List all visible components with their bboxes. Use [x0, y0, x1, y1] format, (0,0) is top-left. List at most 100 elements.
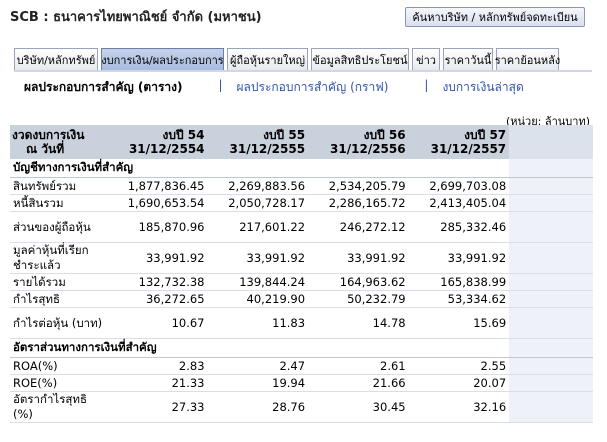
row-value: 2,286,165.72: [308, 194, 409, 212]
table-row: สินทรัพย์รวม 1,877,836.45 2,269,883.56 2,53…: [10, 177, 593, 195]
row-value: 50,232.79: [308, 290, 409, 308]
row-value: 10.67: [106, 307, 208, 339]
header-date: 31/12/2556: [330, 142, 406, 156]
section-ratios: อัตราส่วนทางการเงินที่สำคัญ: [10, 338, 593, 358]
row-value: 2.83: [106, 357, 208, 375]
row-value: 2,050,728.17: [207, 194, 309, 212]
table-row: ROA(%) 2.83 2.47 2.61 2.55: [10, 357, 593, 375]
blank-cell: [509, 273, 593, 291]
header-year: งบปี 54: [162, 128, 205, 142]
header-year: งบปี 57: [464, 128, 507, 142]
row-value: 33,991.92: [408, 242, 510, 274]
row-value: 2,699,703.08: [408, 177, 510, 195]
row-value: 2.61: [308, 357, 409, 375]
row-value: 2,413,405.04: [408, 194, 510, 212]
subnav-separator: |: [424, 78, 429, 92]
row-value: 19.94: [207, 374, 309, 392]
blank-cell: [509, 242, 593, 274]
table-row: ROE(%) 21.33 19.94 21.66 20.07: [10, 374, 593, 392]
row-value: 139,844.24: [207, 273, 309, 291]
sub-navigation: ผลประกอบการสำคัญ (ตาราง) | ผลประกอบการสำ…: [24, 78, 524, 97]
tab-7[interactable]: ราคาย้อนหลัง: [495, 48, 560, 70]
header-blank-col: [509, 125, 593, 159]
row-value: 2,269,883.56: [207, 177, 309, 195]
tab-bar: บริษัท/หลักทรัพย์ งบการเงิน/ผลประกอบการ ผู…: [14, 48, 562, 70]
table-row: อัตรากำไรสุทธิ (%) 27.33 28.76 30.45 32.16: [10, 391, 593, 423]
row-value: 27.33: [106, 391, 208, 423]
row-value: 28.76: [207, 391, 309, 423]
row-value: 40,219.90: [207, 290, 309, 308]
subnav-graph-link[interactable]: ผลประกอบการสำคัญ (กราฟ): [236, 80, 389, 94]
row-value: 21.66: [308, 374, 409, 392]
row-value: 53,334.62: [408, 290, 510, 308]
header-date: 31/12/2555: [229, 142, 306, 156]
header-col-54: งบปี 54 31/12/2554: [106, 125, 208, 159]
row-value: 30.45: [308, 391, 409, 423]
section-title: อัตราส่วนทางการเงินที่สำคัญ: [10, 338, 510, 358]
table-row: มูลค่าหุ้นที่เรียกชำระแล้ว 33,991.92 33,99…: [10, 242, 593, 274]
blank-cell: [509, 211, 593, 243]
header-year: งบปี 55: [263, 128, 306, 142]
row-label: ROE(%): [10, 374, 107, 392]
table-row: กำไรสุทธิ 36,272.65 40,219.90 50,232.79 53,3…: [10, 290, 593, 308]
tab-1[interactable]: บริษัท/หลักทรัพย์: [14, 48, 98, 70]
table-row: รายได้รวม 132,732.38 139,844.24 164,963.62 1…: [10, 273, 593, 291]
blank-cell: [509, 374, 593, 392]
row-value: 246,272.12: [308, 211, 409, 243]
subnav-latest-link[interactable]: งบการเงินล่าสุด: [442, 80, 524, 94]
row-label: ส่วนของผู้ถือหุ้น: [10, 211, 107, 243]
subnav-table-current: ผลประกอบการสำคัญ (ตาราง): [24, 80, 183, 94]
row-value: 20.07: [408, 374, 510, 392]
financial-table: งวดงบการเงิน ณ วันที่ งบปี 54 31/12/2554 …: [10, 125, 593, 423]
blank-cell: [509, 177, 593, 195]
header-year: งบปี 56: [363, 128, 406, 142]
header-date: 31/12/2554: [128, 142, 205, 156]
row-value: 185,870.96: [106, 211, 208, 243]
row-value: 15.69: [408, 307, 510, 339]
blank-cell: [509, 159, 593, 178]
row-label: สินทรัพย์รวม: [10, 177, 107, 195]
blank-cell: [509, 194, 593, 212]
search-company-button[interactable]: ค้นหาบริษัท / หลักทรัพย์จดทะเบียน: [405, 7, 585, 27]
blank-cell: [509, 391, 593, 423]
row-value: 33,991.92: [308, 242, 409, 274]
row-label: หนี้สินรวม: [10, 194, 107, 212]
row-value: 2.47: [207, 357, 309, 375]
row-value: 132,732.38: [106, 273, 208, 291]
tab-5[interactable]: ข่าว: [412, 48, 440, 70]
row-value: 14.78: [308, 307, 409, 339]
row-value: 33,991.92: [207, 242, 309, 274]
header-col-57: งบปี 57 31/12/2557: [408, 125, 510, 159]
row-value: 21.33: [106, 374, 208, 392]
row-label: รายได้รวม: [10, 273, 107, 291]
row-value: 36,272.65: [106, 290, 208, 308]
row-label: กำไรต่อหุ้น (บาท): [10, 307, 107, 339]
tab-3[interactable]: ผู้ถือหุ้นรายใหญ่: [227, 48, 308, 70]
table-row: กำไรต่อหุ้น (บาท) 10.67 11.83 14.78 15.69: [10, 307, 593, 339]
row-value: 32.16: [408, 391, 510, 423]
blank-cell: [509, 290, 593, 308]
row-label: กำไรสุทธิ: [10, 290, 107, 308]
header-period-line2: ณ วันที่: [26, 142, 65, 156]
subnav-separator: |: [218, 78, 223, 92]
row-value: 11.83: [207, 307, 309, 339]
table-row: ส่วนของผู้ถือหุ้น 185,870.96 217,601.22 246…: [10, 211, 593, 243]
header-col-55: งบปี 55 31/12/2555: [207, 125, 309, 159]
row-value: 2,534,205.79: [308, 177, 409, 195]
tab-2[interactable]: งบการเงิน/ผลประกอบการ: [101, 48, 224, 70]
row-label: ROA(%): [10, 357, 107, 375]
table-row: หนี้สินรวม 1,690,653.54 2,050,728.17 2,286,…: [10, 194, 593, 212]
row-label: มูลค่าหุ้นที่เรียกชำระแล้ว: [10, 242, 107, 274]
table-header-row: งวดงบการเงิน ณ วันที่ งบปี 54 31/12/2554 …: [10, 125, 593, 159]
header-col-56: งบปี 56 31/12/2556: [308, 125, 409, 159]
tab-6[interactable]: ราคาวันนี้: [443, 48, 493, 70]
header-period-line1: งวดงบการเงิน: [12, 128, 85, 142]
row-value: 285,332.46: [408, 211, 510, 243]
section-title: บัญชีทางการเงินที่สำคัญ: [10, 159, 510, 178]
row-value: 33,991.92: [106, 242, 208, 274]
tab-4[interactable]: ข้อมูลสิทธิประโยชน์: [311, 48, 409, 70]
blank-cell: [509, 307, 593, 339]
row-value: 164,963.62: [308, 273, 409, 291]
section-accounts: บัญชีทางการเงินที่สำคัญ: [10, 159, 593, 178]
row-value: 165,838.99: [408, 273, 510, 291]
